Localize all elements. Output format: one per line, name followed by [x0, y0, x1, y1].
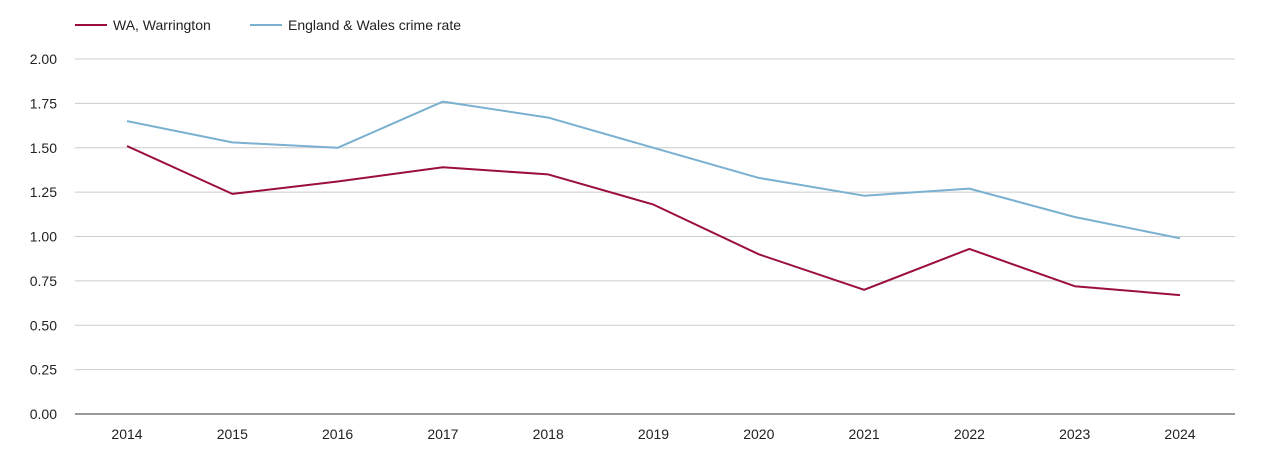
x-tick-label: 2023 [1059, 426, 1090, 442]
series-line-england-wales [126, 100, 1181, 240]
legend-label-warrington: WA, Warrington [113, 17, 211, 33]
x-tick-label: 2022 [954, 426, 985, 442]
x-tick-label: 2020 [743, 426, 774, 442]
x-tick-label: 2016 [322, 426, 353, 442]
x-tick-label: 2018 [533, 426, 564, 442]
x-tick-label: 2015 [217, 426, 248, 442]
x-tick-label: 2019 [638, 426, 669, 442]
legend-label-england-wales: England & Wales crime rate [288, 17, 461, 33]
x-tick-label: 2024 [1164, 426, 1195, 442]
chart-legend: WA, Warrington England & Wales crime rat… [75, 17, 461, 33]
y-tick-label: 1.25 [30, 184, 57, 200]
y-tick-label: 2.00 [30, 51, 57, 67]
legend-item-england-wales: England & Wales crime rate [250, 17, 461, 33]
x-axis: 2014 2015 2016 2017 2018 2019 2020 2021 2022 2023… [75, 413, 1235, 442]
y-tick-label: 1.50 [30, 140, 57, 156]
x-tick-label: 2014 [111, 426, 142, 442]
legend-item-warrington: WA, Warrington [75, 17, 211, 33]
y-tick-label: 0.50 [30, 317, 57, 333]
y-tick-label: 1.00 [30, 229, 57, 245]
y-axis: 0.00 0.25 0.50 0.75 1.00 1.25 1.50 1.75 2.00 [30, 51, 57, 422]
y-tick-label: 0.75 [30, 273, 57, 289]
x-tick-label: 2017 [427, 426, 458, 442]
y-tick-label: 0.00 [30, 406, 57, 422]
x-tick-label: 2021 [849, 426, 880, 442]
y-tick-label: 1.75 [30, 95, 57, 111]
gridlines [75, 58, 1235, 371]
chart-series [126, 100, 1181, 297]
y-tick-label: 0.25 [30, 362, 57, 378]
series-line-warrington [126, 145, 1181, 297]
